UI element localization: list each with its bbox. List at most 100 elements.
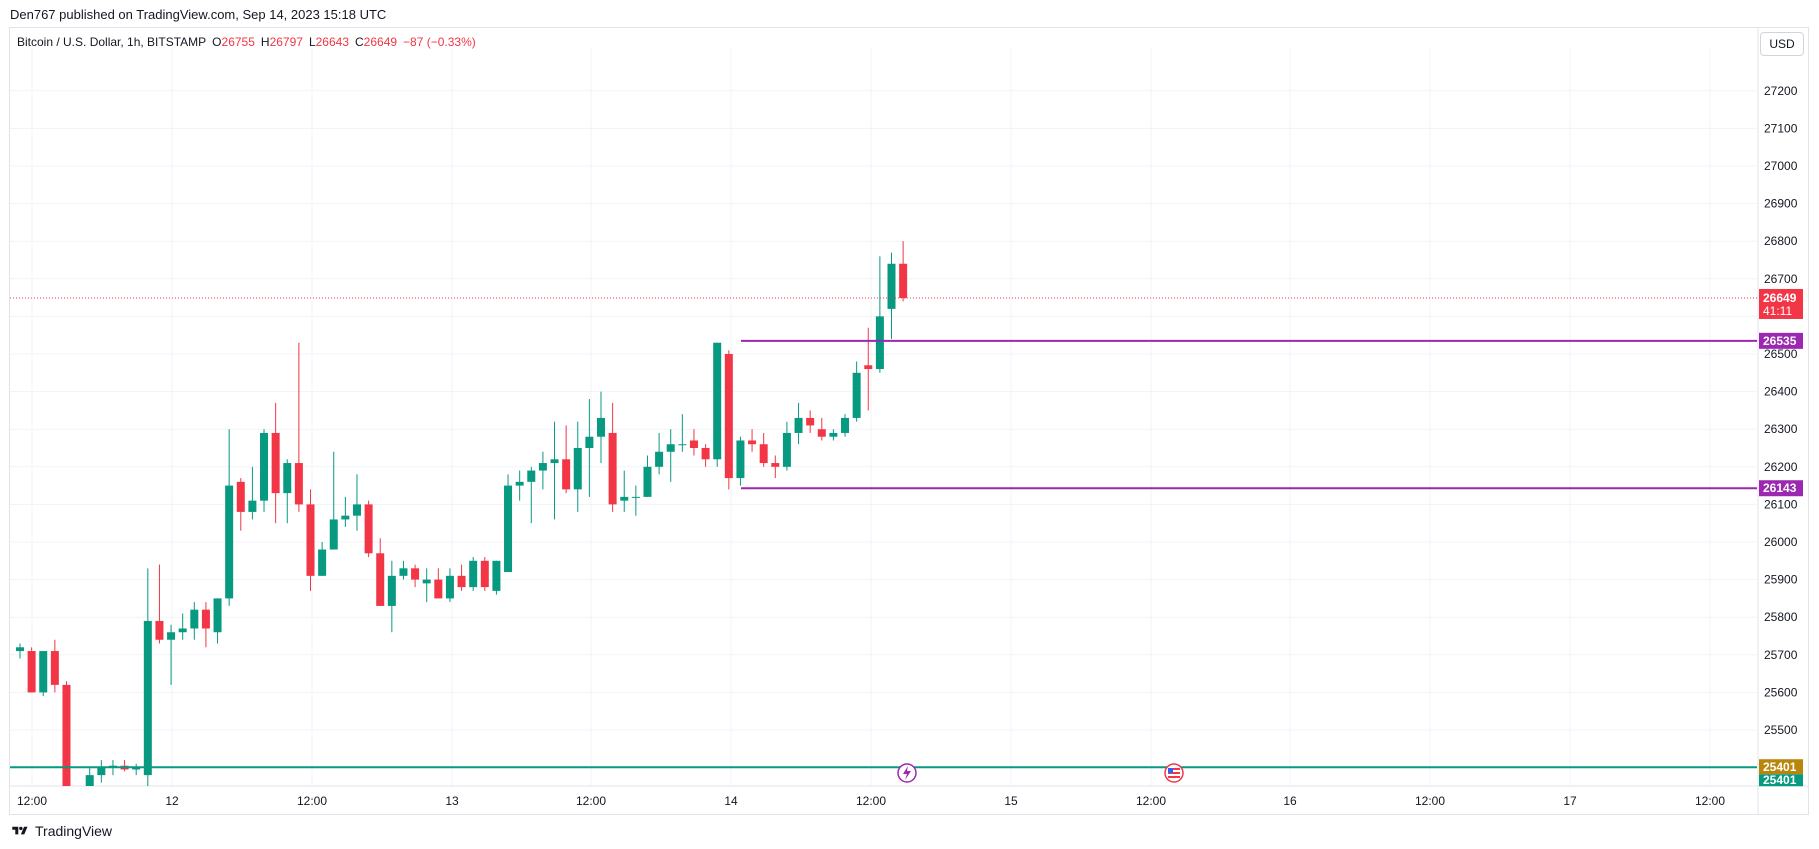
y-tick-label: 26100 — [1764, 497, 1798, 511]
candle-body — [62, 684, 71, 786]
y-tick-label: 26800 — [1764, 234, 1798, 248]
candle-body — [817, 429, 826, 437]
horizontal-line-tag-green — [1759, 774, 1803, 787]
x-tick-label: 12:00 — [1415, 794, 1445, 808]
candle-body — [85, 775, 94, 786]
candle-body — [701, 448, 710, 460]
y-tick-label: 26700 — [1764, 272, 1798, 286]
last-price-label: 26649 — [1763, 291, 1797, 305]
y-tick-label: 27100 — [1764, 121, 1798, 135]
candle-body — [422, 579, 431, 584]
open-label: O — [212, 35, 222, 49]
candle-body — [643, 466, 652, 497]
candle-body — [341, 515, 350, 520]
close-label: C — [355, 35, 364, 49]
y-tick-label: 25700 — [1764, 648, 1798, 662]
horizontal-line-tag-gold — [1759, 759, 1803, 775]
candle-body — [480, 560, 489, 588]
countdown-label: 41:11 — [1763, 304, 1792, 318]
y-tick-label: 25800 — [1764, 610, 1798, 624]
candle-body — [806, 417, 815, 426]
x-tick-label: 12 — [165, 794, 179, 808]
candle-body — [573, 448, 582, 490]
x-tick-label: 17 — [1563, 794, 1577, 808]
y-tick-label: 25500 — [1764, 723, 1798, 737]
candle-body — [434, 579, 443, 599]
us-flag-stripes — [1168, 768, 1180, 778]
candle-body — [899, 263, 908, 298]
x-tick-label: 14 — [724, 794, 738, 808]
chart-legend: Bitcoin / U.S. Dollar, 1h, BITSTAMP O 267… — [17, 35, 476, 49]
candle-body — [376, 553, 385, 606]
candle-body — [538, 463, 547, 471]
candle-body — [39, 651, 48, 693]
candle-body — [771, 463, 780, 467]
candle-body — [155, 620, 164, 640]
level-price-tag — [1759, 480, 1803, 497]
candle-body — [689, 440, 698, 448]
candle-body — [562, 459, 571, 490]
candle-body — [515, 481, 524, 486]
candle-body — [748, 440, 757, 445]
y-tick-label: 27200 — [1764, 84, 1798, 98]
lightning-event-icon-glyph — [903, 766, 911, 780]
candle-body — [445, 575, 454, 599]
x-tick-label: 12:00 — [856, 794, 886, 808]
candle-body — [178, 628, 187, 633]
candle-body — [201, 609, 210, 629]
tradingview-logo-icon — [12, 826, 28, 835]
us-flag-stripe-white — [1168, 770, 1180, 772]
x-tick-label: 13 — [445, 794, 459, 808]
candle-body — [329, 519, 338, 550]
horizontal-line-label: 25401 — [1763, 760, 1797, 774]
candle-body — [597, 417, 605, 437]
candle-body — [16, 647, 24, 652]
us-flag-canton — [1168, 768, 1173, 773]
symbol-label[interactable]: Bitcoin / U.S. Dollar, 1h, BITSTAMP — [17, 35, 207, 49]
footer: TradingView — [10, 823, 112, 839]
candle-body — [631, 496, 640, 498]
candle-body — [841, 417, 850, 433]
candle-body — [666, 444, 675, 452]
candle-body — [236, 481, 245, 512]
candle-body — [387, 575, 396, 606]
candle-body — [27, 651, 36, 693]
candle-body — [225, 485, 234, 599]
low-label: L — [308, 35, 316, 49]
footer-brand: TradingView — [35, 823, 113, 839]
high-value: 26797 — [269, 35, 303, 49]
high-label: H — [260, 35, 270, 49]
x-tick-label: 12:00 — [1136, 794, 1166, 808]
candle-body — [399, 568, 408, 576]
candle-body — [167, 632, 176, 640]
candle-body — [50, 651, 59, 685]
y-tick-label: 25600 — [1764, 685, 1798, 699]
candle-body — [724, 354, 733, 479]
level-price-tag — [1759, 332, 1803, 349]
currency-button[interactable]: USD — [1760, 32, 1804, 56]
candle-body — [620, 496, 629, 501]
candle-body — [655, 451, 664, 467]
y-tick-label: 26400 — [1764, 385, 1798, 399]
candle-body — [504, 485, 513, 573]
us-flag-stripe-white — [1168, 774, 1180, 776]
y-tick-label: 26300 — [1764, 422, 1798, 436]
candle-body — [794, 417, 803, 433]
candle-body — [608, 432, 617, 505]
x-tick-label: 12:00 — [1695, 794, 1725, 808]
candle-body — [864, 365, 873, 370]
x-tick-label: 16 — [1283, 794, 1297, 808]
candle-body — [352, 504, 361, 516]
candle-body — [759, 444, 768, 464]
candles-group — [16, 241, 908, 786]
y-tick-label: 26500 — [1764, 347, 1798, 361]
y-tick-label: 26200 — [1764, 460, 1798, 474]
candle-body — [782, 432, 791, 467]
candle-body — [283, 463, 292, 494]
candle-body — [492, 560, 501, 591]
candle-body — [143, 620, 152, 776]
y-tick-label: 26900 — [1764, 197, 1798, 211]
candle-body — [364, 504, 373, 554]
candle-body — [469, 560, 478, 588]
